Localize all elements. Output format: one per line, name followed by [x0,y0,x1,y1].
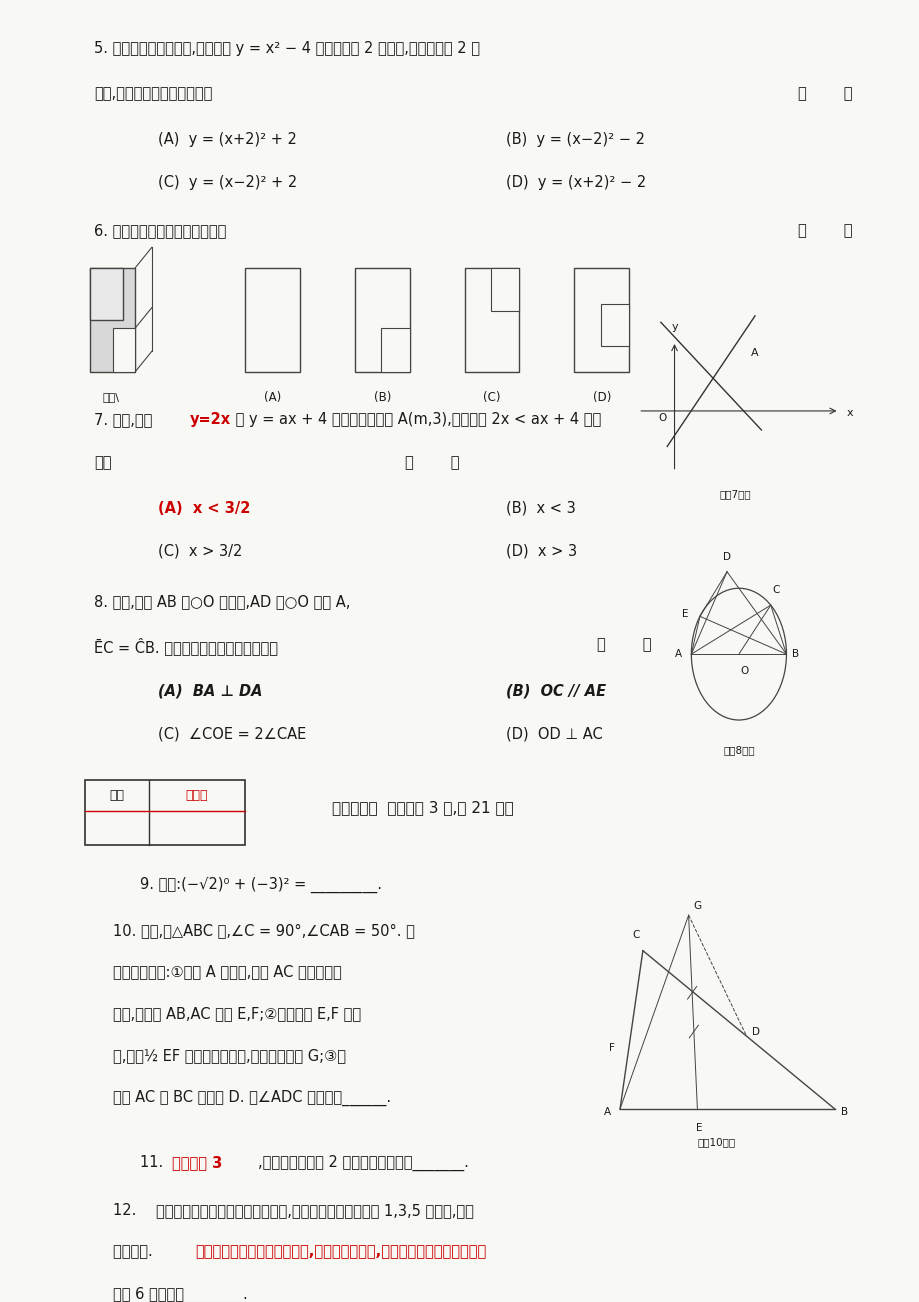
Text: 任意从袋子中摸出一球后放回,再任意摸出一球,则两次摸出的球所标数字之: 任意从袋子中摸出一球后放回,再任意摸出一球,则两次摸出的球所标数字之 [195,1245,485,1259]
Text: 心,大于½ EF 的长为半径画弧,两弧相交于点 G;③作: 心,大于½ EF 的长为半径画弧,两弧相交于点 G;③作 [112,1048,346,1064]
Bar [112,328,135,371]
Text: 6. 如图所示的几何体的左视图是: 6. 如图所示的几何体的左视图是 [94,223,226,238]
Text: 【        】: 【 】 [798,223,852,238]
Text: 评卷人: 评卷人 [186,789,208,802]
Text: (A)  y = (x+2)² + 2: (A) y = (x+2)² + 2 [158,132,297,147]
Text: 9. 计算:(−√2)⁰ + (−3)² = _________.: 9. 计算:(−√2)⁰ + (−3)² = _________. [140,878,381,893]
Text: 单位,得到的抛物线的解析式是: 单位,得到的抛物线的解析式是 [94,86,212,102]
Text: (D)  x > 3: (D) x > 3 [505,544,576,559]
Text: （的7题）: （的7题） [719,490,750,500]
Text: C: C [772,585,779,595]
Text: ĒC = ĈB. 则下列结论中不一定正确的是: ĒC = ĈB. 则下列结论中不一定正确的是 [94,638,278,655]
Text: 【        】: 【 】 [404,456,460,470]
Text: (D)  OD ⊥ AC: (D) OD ⊥ AC [505,727,602,741]
Bar [355,268,409,371]
Text: (A): (A) [264,391,281,404]
Text: 一个不透明的袋子中装有三个小球,它们除分别标有的数字 1,3,5 不同外,其它: 一个不透明的袋子中装有三个小球,它们除分别标有的数字 1,3,5 不同外,其它 [156,1203,474,1217]
Text: 5. 在平面直角坐标系中,将抛物线 y = x² − 4 先向右平移 2 个单位,再向上平移 2 个: 5. 在平面直角坐标系中,将抛物线 y = x² − 4 先向右平移 2 个单位… [94,40,480,56]
Text: 8. 如图,已知 AB 是○O 的直径,AD 切○O 于点 A,: 8. 如图,已知 AB 是○O 的直径,AD 切○O 于点 A, [94,595,350,609]
Text: (D): (D) [592,391,610,404]
Text: 母线长为 3: 母线长为 3 [172,1155,222,1169]
Bar [89,268,135,371]
Text: (B)  OC // AE: (B) OC // AE [505,684,606,698]
Text: 集为: 集为 [94,456,111,470]
Text: (B)  x < 3: (B) x < 3 [505,501,575,516]
Text: G: G [693,901,701,911]
Text: (C)  y = (x−2)² + 2: (C) y = (x−2)² + 2 [158,174,297,190]
Bar [85,780,244,845]
Text: y=2x: y=2x [190,413,231,427]
Text: (A)  x < 3/2: (A) x < 3/2 [158,501,250,516]
Text: 得分: 得分 [109,789,124,802]
Bar [244,268,300,371]
Text: A: A [603,1107,610,1117]
Text: O: O [657,413,665,423]
Bar [573,268,629,371]
Bar [491,268,519,311]
Text: 画弧,分别交 AB,AC 于点 E,F;②分别以点 E,F 为圆: 画弧,分别交 AB,AC 于点 E,F;②分别以点 E,F 为圆 [112,1006,360,1021]
Text: x: x [845,409,853,418]
Text: 【        】: 【 】 [798,86,852,102]
Text: B: B [791,650,799,659]
Text: A: A [751,348,758,358]
Text: E: E [681,609,687,618]
Text: F: F [608,1043,614,1053]
Text: D: D [751,1027,759,1038]
Text: 完全相同.: 完全相同. [112,1245,157,1259]
Text: (B)  y = (x−2)² − 2: (B) y = (x−2)² − 2 [505,132,644,147]
Bar [464,268,519,371]
Text: ,底面圆的直径为 2 的圆锥的侧面积为_______.: ,底面圆的直径为 2 的圆锥的侧面积为_______. [257,1155,469,1170]
Text: 7. 如图,函数: 7. 如图,函数 [94,413,153,427]
Text: B: B [840,1107,846,1117]
Text: (C): (C) [482,391,500,404]
Bar [380,328,409,371]
Text: 射线 AC 交 BC 边于点 D. 则∠ADC 的度数为______.: 射线 AC 交 BC 边于点 D. 则∠ADC 的度数为______. [112,1090,391,1107]
Bar [600,303,629,345]
Text: 11.: 11. [140,1155,167,1169]
Text: (C)  ∠COE = 2∠CAE: (C) ∠COE = 2∠CAE [158,727,306,741]
Text: (D)  y = (x+2)² − 2: (D) y = (x+2)² − 2 [505,174,645,190]
Bar [112,328,135,371]
Text: (A)  BA ⊥ DA: (A) BA ⊥ DA [158,684,263,698]
Text: （的8题）: （的8题） [722,745,754,755]
Text: E: E [695,1124,702,1133]
Text: 和为 6 的概率是________.: 和为 6 的概率是________. [112,1286,247,1302]
Text: 正面\: 正面\ [102,392,119,402]
Text: (B): (B) [373,391,391,404]
Text: 12.: 12. [112,1203,141,1217]
Text: 二、填空题  （每小题 3 分,共 21 分）: 二、填空题 （每小题 3 分,共 21 分） [332,799,513,815]
Bar [600,303,629,345]
Text: 【        】: 【 】 [596,638,651,652]
Text: 10. 如图,在△ABC 中,∠C = 90°,∠CAB = 50°. 按: 10. 如图,在△ABC 中,∠C = 90°,∠CAB = 50°. 按 [112,923,414,937]
Text: （癈10题）: （癈10题） [697,1137,735,1147]
Bar [89,268,122,319]
Text: O: O [740,665,748,676]
Text: 以下步骤作图:①以点 A 为圆心,小于 AC 的长为半径: 以下步骤作图:①以点 A 为圆心,小于 AC 的长为半径 [112,965,341,979]
Text: A: A [675,650,681,659]
Bar [380,328,409,371]
Bar [491,268,519,311]
Text: C: C [631,931,639,940]
Text: D: D [722,552,731,561]
Text: y: y [671,323,677,332]
Text: 和 y = ax + 4 的图象相交于点 A(m,3),则不等式 2x < ax + 4 的解: 和 y = ax + 4 的图象相交于点 A(m,3),则不等式 2x < ax… [232,413,601,427]
Text: (C)  x > 3/2: (C) x > 3/2 [158,544,243,559]
